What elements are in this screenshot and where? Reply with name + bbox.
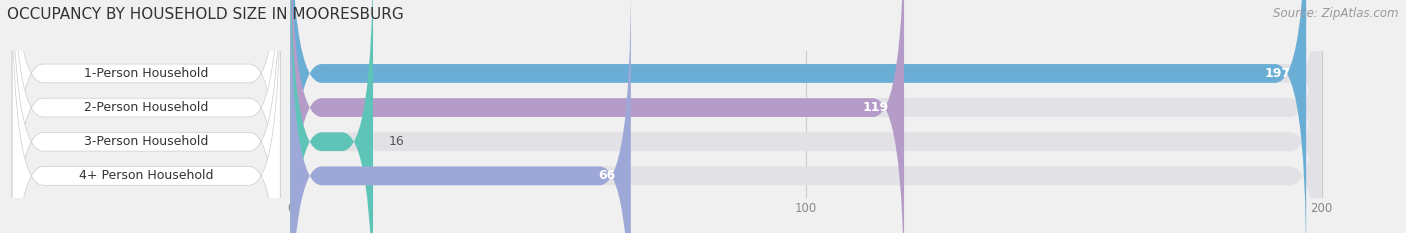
- Text: Source: ZipAtlas.com: Source: ZipAtlas.com: [1274, 7, 1399, 20]
- FancyBboxPatch shape: [291, 0, 631, 233]
- FancyBboxPatch shape: [13, 0, 280, 233]
- Text: 1-Person Household: 1-Person Household: [84, 67, 208, 80]
- FancyBboxPatch shape: [13, 0, 280, 233]
- FancyBboxPatch shape: [291, 0, 1322, 233]
- Text: 4+ Person Household: 4+ Person Household: [79, 169, 214, 182]
- FancyBboxPatch shape: [291, 0, 1322, 233]
- FancyBboxPatch shape: [291, 0, 1322, 233]
- FancyBboxPatch shape: [291, 0, 1322, 233]
- FancyBboxPatch shape: [13, 0, 280, 233]
- Text: 2-Person Household: 2-Person Household: [84, 101, 208, 114]
- Text: 119: 119: [862, 101, 889, 114]
- Text: OCCUPANCY BY HOUSEHOLD SIZE IN MOORESBURG: OCCUPANCY BY HOUSEHOLD SIZE IN MOORESBUR…: [7, 7, 404, 22]
- Text: 197: 197: [1264, 67, 1291, 80]
- Text: 66: 66: [598, 169, 616, 182]
- Text: 3-Person Household: 3-Person Household: [84, 135, 208, 148]
- FancyBboxPatch shape: [291, 0, 904, 233]
- FancyBboxPatch shape: [291, 0, 373, 233]
- Text: 16: 16: [388, 135, 405, 148]
- FancyBboxPatch shape: [13, 0, 280, 233]
- FancyBboxPatch shape: [291, 0, 1306, 233]
